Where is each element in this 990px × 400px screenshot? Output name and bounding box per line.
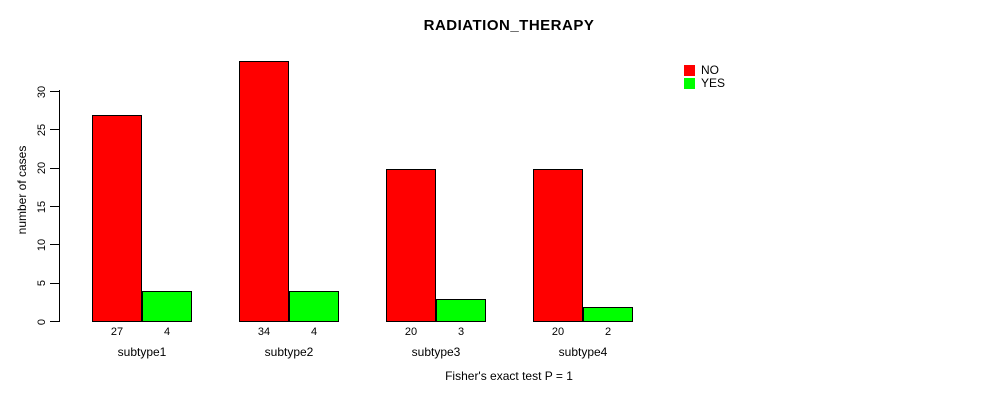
bar-value-label: 4	[310, 326, 318, 338]
category-label-subtype1: subtype1	[117, 345, 167, 359]
y-axis-title: number of cases	[15, 145, 29, 235]
y-tick-label: 25	[36, 123, 48, 136]
category-label-subtype2: subtype2	[264, 345, 314, 359]
bar-value-label: 34	[257, 326, 271, 338]
bar-value-label: 27	[110, 326, 124, 338]
y-tick-mark	[50, 321, 59, 322]
bar-yes-subtype1	[142, 291, 192, 322]
bar-value-label: 4	[163, 326, 171, 338]
bar-value-label: 20	[404, 326, 418, 338]
y-tick-mark	[50, 282, 59, 284]
legend-item-yes: YES	[684, 76, 726, 90]
category-label-subtype3: subtype3	[411, 345, 461, 359]
bar-no-subtype4	[533, 168, 583, 322]
legend-swatch-yes	[684, 77, 695, 89]
y-tick-mark	[50, 206, 59, 207]
bar-value-label: 20	[551, 326, 565, 338]
y-tick-label: 5	[36, 280, 48, 287]
bar-value-label: 2	[604, 326, 612, 338]
bar-yes-subtype4	[583, 306, 633, 322]
legend-label: YES	[701, 76, 726, 90]
y-tick-mark	[50, 91, 59, 92]
category-label-subtype4: subtype4	[558, 345, 608, 359]
bar-yes-subtype2	[289, 291, 339, 322]
y-tick-label: 0	[36, 318, 48, 325]
legend: NO YES	[684, 63, 726, 90]
bar-no-subtype2	[239, 61, 289, 322]
y-tick-label: 15	[36, 200, 48, 213]
legend-item-no: NO	[684, 63, 725, 77]
legend-swatch-no	[684, 64, 695, 76]
chart-title: RADIATION_THERAPY	[423, 17, 595, 34]
y-tick-label: 30	[36, 85, 48, 98]
bar-no-subtype1	[92, 115, 142, 322]
y-axis-line	[59, 90, 60, 322]
bar-value-label: 3	[457, 326, 465, 338]
bar-yes-subtype3	[436, 299, 486, 322]
caption-fishers-test: Fisher's exact test P = 1	[445, 369, 573, 383]
y-tick-mark	[50, 167, 59, 169]
y-tick-label: 20	[36, 162, 48, 175]
bar-no-subtype3	[386, 168, 436, 322]
y-tick-mark	[50, 129, 59, 131]
y-tick-mark	[50, 244, 59, 246]
y-tick-label: 10	[36, 238, 48, 251]
legend-label: NO	[701, 63, 719, 77]
